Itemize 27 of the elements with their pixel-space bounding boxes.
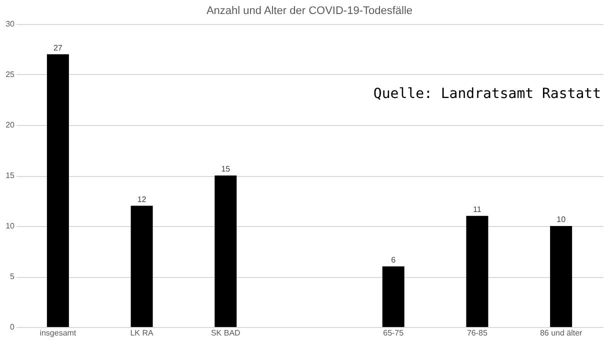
data-label: 27 bbox=[53, 43, 63, 52]
x-tick-label: 76-85 bbox=[466, 328, 488, 338]
x-tick-label: SK BAD bbox=[210, 328, 241, 338]
bar bbox=[550, 226, 572, 327]
y-tick-label: 5 bbox=[10, 272, 16, 281]
y-tick-label: 15 bbox=[6, 171, 16, 180]
annotation: Quelle: Landratsamt Rastatt bbox=[373, 86, 601, 102]
chart-title: Anzahl und Alter der COVID-19-Todesfälle bbox=[206, 5, 413, 17]
bar bbox=[130, 206, 153, 327]
bar bbox=[466, 216, 488, 327]
y-tick-label: 20 bbox=[6, 120, 16, 130]
y-tick-label: 25 bbox=[6, 70, 16, 79]
data-label: 12 bbox=[137, 194, 147, 204]
bar bbox=[214, 176, 237, 327]
y-tick-label: 30 bbox=[6, 20, 16, 28]
x-tick-label: LK RA bbox=[130, 328, 154, 338]
bar bbox=[46, 54, 69, 327]
bar bbox=[382, 266, 404, 327]
data-label: 10 bbox=[556, 215, 566, 224]
x-tick-label: 86 und älter bbox=[540, 328, 583, 338]
y-tick-label: 10 bbox=[6, 222, 16, 230]
data-label: 6 bbox=[391, 255, 396, 264]
data-label: 15 bbox=[221, 164, 231, 174]
x-tick-label: 65-75 bbox=[383, 328, 404, 338]
x-tick-label: insgesamt bbox=[40, 328, 77, 338]
data-label: 11 bbox=[473, 204, 482, 214]
y-tick-label: 0 bbox=[10, 322, 16, 332]
